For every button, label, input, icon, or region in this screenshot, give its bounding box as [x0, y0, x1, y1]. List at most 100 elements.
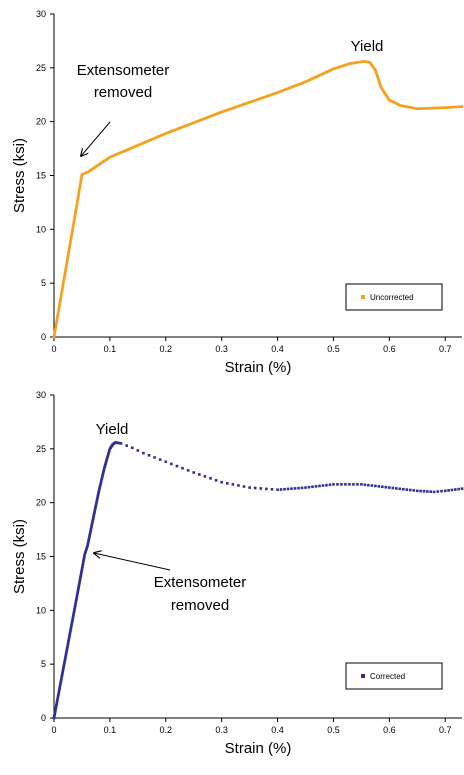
- data-point: [71, 616, 75, 620]
- data-point: [52, 335, 56, 339]
- data-point: [440, 106, 444, 110]
- data-point: [118, 441, 121, 445]
- data-point: [53, 329, 57, 333]
- data-point: [171, 129, 175, 132]
- data-point: [59, 295, 63, 299]
- legend: Uncorrected: [345, 283, 443, 311]
- data-point: [75, 593, 79, 597]
- data-point: [77, 584, 81, 587]
- data-point: [63, 660, 66, 664]
- data-point: [57, 309, 60, 313]
- data-point: [376, 77, 380, 80]
- data-point: [64, 269, 67, 273]
- data-point: [280, 89, 284, 93]
- annotation-text: Yield: [96, 421, 129, 438]
- data-point: [78, 183, 82, 187]
- x-tick-label: 0.6: [383, 725, 396, 735]
- data-point: [65, 648, 69, 651]
- data-point: [56, 315, 59, 319]
- data-point: [350, 61, 354, 65]
- data-point: [58, 300, 62, 303]
- data-point: [277, 90, 281, 94]
- data-point: [71, 615, 75, 619]
- data-point: [88, 169, 92, 172]
- data-point: [91, 167, 95, 171]
- data-point: [282, 89, 285, 92]
- data-point: [180, 125, 184, 129]
- data-point: [208, 115, 212, 118]
- data-point: [68, 634, 71, 637]
- data-point: [158, 458, 162, 461]
- data-point: [62, 277, 66, 280]
- data-point: [347, 62, 351, 66]
- data-point: [195, 120, 198, 123]
- data-point: [80, 176, 83, 179]
- data-point: [86, 542, 90, 546]
- data-point: [420, 107, 424, 110]
- data-point: [66, 643, 70, 647]
- data-point: [377, 80, 381, 83]
- data-point: [318, 484, 321, 488]
- legend-marker: [361, 674, 365, 678]
- data-point: [259, 487, 263, 490]
- data-point: [69, 626, 73, 629]
- data-point: [411, 106, 415, 110]
- data-point: [188, 123, 191, 126]
- data-point: [73, 212, 77, 216]
- data-point: [58, 304, 61, 308]
- data-point: [230, 107, 234, 110]
- data-point: [201, 118, 204, 121]
- data-point: [53, 713, 56, 717]
- data-point: [93, 511, 96, 515]
- data-point: [65, 651, 68, 654]
- data-point: [390, 100, 394, 103]
- data-point: [286, 487, 290, 491]
- data-point: [63, 274, 66, 277]
- data-point: [319, 73, 323, 77]
- data-point: [374, 68, 377, 72]
- data-point: [182, 125, 185, 129]
- data-point: [136, 449, 140, 452]
- data-point: [55, 318, 59, 322]
- data-point: [378, 83, 382, 86]
- data-point: [60, 674, 64, 678]
- annotation-yield: Yield: [96, 421, 129, 438]
- data-point: [86, 170, 89, 174]
- data-point: [90, 523, 94, 527]
- data-point: [69, 238, 73, 242]
- data-point: [214, 112, 218, 116]
- data-point: [453, 488, 457, 491]
- data-point: [57, 691, 61, 695]
- x-tick-label: 0.5: [327, 344, 340, 354]
- data-point: [363, 483, 367, 487]
- data-point: [302, 81, 306, 84]
- data-point: [295, 83, 298, 87]
- data-point: [245, 102, 248, 105]
- data-point: [261, 96, 265, 99]
- data-point: [248, 100, 251, 104]
- data-point: [118, 151, 122, 155]
- data-point: [165, 131, 169, 135]
- data-point: [359, 60, 363, 64]
- data-point: [90, 522, 94, 525]
- data-point: [78, 185, 82, 188]
- data-point: [149, 138, 153, 142]
- data-point: [92, 166, 96, 170]
- data-point: [352, 483, 355, 486]
- data-point: [71, 228, 74, 231]
- data-point: [417, 107, 421, 110]
- data-point: [248, 486, 251, 489]
- data-point: [76, 198, 79, 202]
- data-point: [79, 179, 83, 182]
- data-point: [305, 79, 309, 83]
- x-axis-label: Strain (%): [225, 359, 292, 376]
- y-tick-label: 0: [41, 713, 46, 723]
- data-point: [100, 161, 104, 164]
- data-point: [67, 637, 71, 640]
- data-point: [101, 472, 105, 476]
- data-point: [79, 180, 82, 184]
- data-point: [79, 573, 83, 576]
- data-point: [89, 526, 93, 530]
- data-point: [68, 635, 71, 639]
- data-point: [391, 486, 395, 490]
